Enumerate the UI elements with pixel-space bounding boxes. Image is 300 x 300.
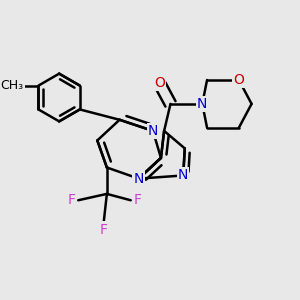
Text: N: N [197, 97, 208, 111]
Text: F: F [134, 193, 142, 207]
Text: F: F [67, 193, 75, 207]
Text: N: N [178, 168, 188, 182]
Text: F: F [100, 223, 108, 236]
Text: O: O [233, 73, 244, 87]
Text: N: N [148, 124, 158, 138]
Text: N: N [134, 172, 144, 186]
Text: CH₃: CH₃ [1, 79, 24, 92]
Text: O: O [154, 76, 165, 90]
